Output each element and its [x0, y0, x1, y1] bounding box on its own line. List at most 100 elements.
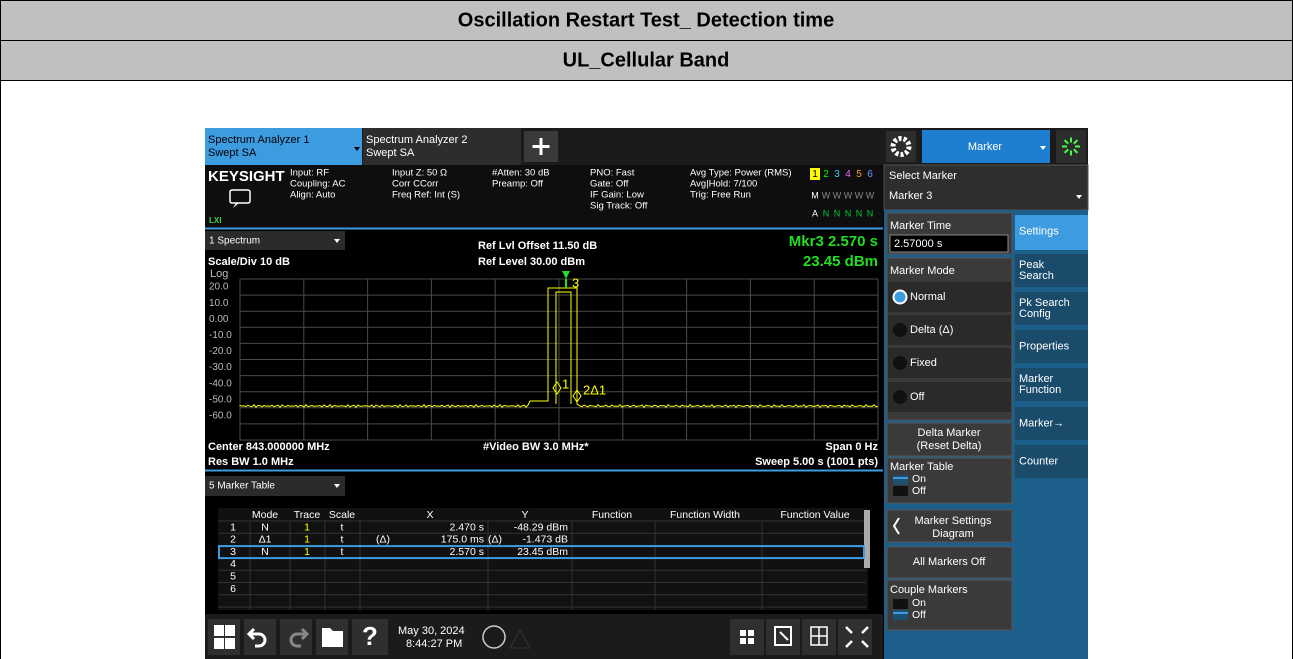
panel-tab[interactable]	[1015, 445, 1088, 478]
tab-label: Properties	[1019, 340, 1070, 352]
control-label: Marker Table	[890, 461, 953, 473]
column-header: Function	[592, 509, 632, 521]
scrollbar	[864, 510, 870, 568]
marker-settings-button[interactable]	[886, 509, 1013, 543]
setting-text: Coupling: AC	[290, 179, 346, 190]
taskbar-button[interactable]	[352, 619, 388, 655]
radio	[893, 356, 907, 370]
dropdown-arrow	[334, 239, 340, 243]
setting-text: Preamp: Off	[492, 179, 543, 190]
column-header: Y	[521, 509, 528, 521]
panel-tab[interactable]	[1015, 368, 1088, 401]
layout-icon	[810, 626, 828, 646]
select-label: Select Marker	[889, 170, 957, 182]
button-label: (Reset Delta)	[917, 440, 982, 452]
setting-text: Align: Auto	[290, 190, 335, 201]
tab-subtitle: Swept SA	[208, 147, 257, 159]
cell-x: 2.470 s	[450, 521, 484, 533]
panel-tab[interactable]	[1015, 330, 1088, 363]
taskbar-button[interactable]	[208, 619, 240, 655]
marker-time-input[interactable]	[889, 234, 1009, 253]
panel-tab[interactable]	[1015, 215, 1088, 250]
date: May 30, 2024	[398, 625, 465, 637]
trace-inner	[555, 291, 572, 404]
subtitle-row	[0, 40, 1293, 81]
dropdown-arrow	[1076, 195, 1082, 199]
tab-label: Marker→	[1019, 417, 1064, 429]
chat-icon[interactable]	[482, 625, 506, 649]
span: Span 0 Hz	[825, 441, 878, 453]
cell-scale: t	[341, 546, 344, 558]
column-header: X	[426, 509, 433, 521]
center-freq: Center 843.000000 MHz	[208, 441, 330, 453]
cell-mode: N	[261, 546, 269, 558]
trace-detector: N	[867, 208, 874, 218]
trace-type: W	[833, 190, 842, 200]
toggle-label: On	[912, 597, 926, 609]
trace-detector: N	[856, 208, 863, 218]
toggle-label: Off	[912, 485, 926, 497]
trace-number: 1	[812, 169, 818, 180]
sweep: Sweep 5.00 s (1001 pts)	[755, 456, 878, 468]
maximize-icon	[845, 626, 869, 648]
marker-label: 3	[572, 275, 579, 290]
menu-button[interactable]	[922, 130, 1050, 163]
panel-tab[interactable]	[1015, 254, 1088, 287]
marker-value: 23.45 dBm	[803, 253, 878, 270]
radio-option[interactable]	[888, 282, 1011, 312]
tab-label: Settings	[1019, 225, 1059, 237]
dropdown-arrow	[334, 484, 340, 488]
button-label: Marker Settings	[914, 515, 992, 527]
window-selector[interactable]	[205, 231, 345, 250]
taskbar-button[interactable]	[280, 619, 312, 655]
y-label: -10.0	[209, 330, 232, 341]
radio-option[interactable]	[888, 315, 1011, 345]
trace-number: 3	[834, 169, 840, 180]
message-icon	[229, 189, 251, 204]
all-markers-off-button[interactable]	[886, 546, 1013, 579]
setting-text: Input: RF	[290, 168, 329, 179]
marker-diamond	[552, 381, 562, 395]
gear-icon	[890, 136, 912, 157]
radio	[893, 323, 907, 337]
gear-hub	[898, 143, 904, 150]
spinner-tick	[1063, 139, 1069, 145]
radio-option[interactable]	[888, 382, 1011, 412]
tab[interactable]	[363, 128, 521, 165]
panel-tab[interactable]	[1015, 292, 1088, 325]
radio-option[interactable]	[888, 348, 1011, 378]
cell-y: -1.473 dB	[522, 534, 568, 546]
trace-type: M	[811, 190, 819, 200]
marker-readout: Mkr3 2.570 s	[789, 233, 878, 250]
taskbar-button[interactable]	[766, 619, 800, 655]
trace-type: W	[822, 190, 831, 200]
button-label: All Markers Off	[913, 556, 986, 568]
info-bar	[205, 165, 883, 228]
tab-active[interactable]	[205, 128, 362, 165]
trace	[239, 287, 879, 409]
subtitle: UL_Cellular Band	[563, 49, 730, 71]
select-marker[interactable]	[883, 164, 1089, 211]
setting-text: IF Gain: Low	[590, 190, 644, 201]
panel-tab[interactable]	[1015, 407, 1088, 440]
ref-level: Ref Level 30.00 dBm	[478, 256, 585, 268]
taskbar-button[interactable]	[730, 619, 764, 655]
taskbar-button[interactable]	[244, 619, 276, 655]
brand: KEYSIGHT	[208, 168, 285, 185]
cell-y: 23.45 dBm	[517, 546, 568, 558]
column-header: Trace	[294, 509, 321, 521]
window-selector[interactable]	[205, 476, 345, 496]
trace-detector: N	[834, 208, 841, 218]
taskbar-button[interactable]	[838, 619, 872, 655]
delta-marker-button[interactable]	[886, 422, 1013, 457]
windows-icon	[214, 625, 224, 636]
setting-text: Gate: Off	[590, 179, 629, 190]
windows-icon	[214, 638, 224, 649]
trace-type: W	[844, 190, 853, 200]
tab-title: Spectrum Analyzer 2	[366, 134, 468, 146]
message-icon-tail	[233, 203, 239, 208]
title-row	[0, 0, 1293, 41]
trace-type: W	[855, 190, 864, 200]
radio-label: Fixed	[910, 357, 937, 369]
